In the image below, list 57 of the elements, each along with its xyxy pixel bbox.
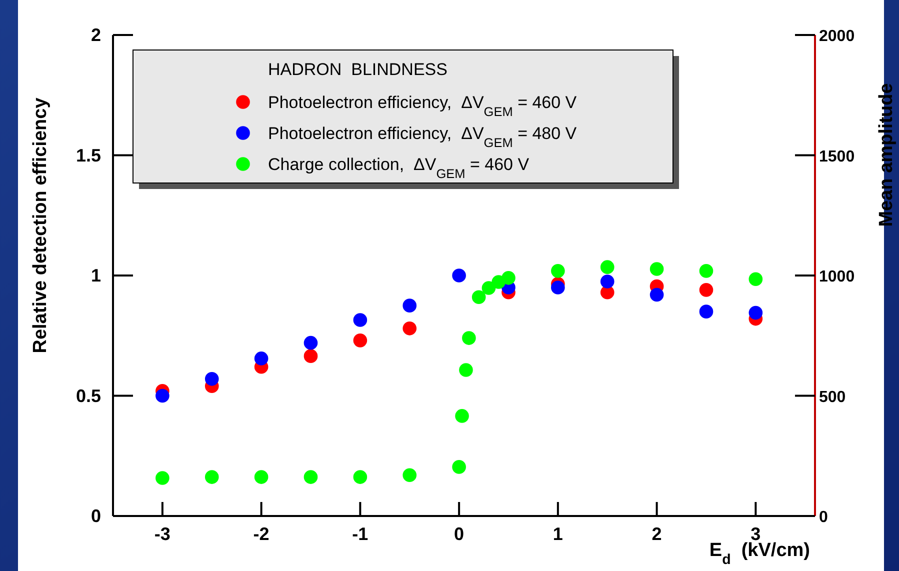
point	[600, 260, 614, 274]
point	[455, 409, 469, 423]
y-tick-label: 2	[90, 25, 101, 45]
point	[699, 304, 714, 318]
y2-axis-title: Mean amplitude	[876, 83, 897, 227]
x-tick-label: 1	[552, 524, 563, 544]
point	[254, 470, 268, 484]
y-tick-label: 0.5	[76, 386, 101, 406]
point	[462, 331, 476, 345]
y2-tick-label: 2000	[819, 28, 855, 45]
x-tick-label: -1	[352, 524, 368, 544]
point	[304, 349, 318, 363]
point	[353, 470, 368, 484]
y2-tick-label: 500	[819, 388, 846, 406]
y-axis-title: Relative detection efficiency	[30, 97, 51, 354]
point	[156, 471, 170, 485]
point	[482, 281, 496, 295]
point	[452, 460, 466, 474]
point	[600, 274, 614, 288]
x-tick-label: -2	[253, 524, 270, 544]
x-tick-label: 0	[454, 524, 464, 544]
x-tick-label: 2	[652, 524, 662, 544]
point	[551, 280, 565, 294]
point	[551, 264, 565, 278]
point	[699, 264, 714, 278]
point	[472, 290, 486, 304]
legend-title: HADRON BLINDNESS	[268, 60, 448, 79]
point	[353, 334, 368, 348]
point	[452, 268, 466, 282]
y2-tick-label: 0	[819, 509, 828, 526]
point	[204, 372, 219, 386]
point	[304, 470, 318, 484]
point	[650, 288, 664, 302]
point	[402, 322, 417, 336]
point	[650, 262, 664, 276]
x-tick-label: -3	[154, 524, 170, 544]
y2-tick-label: 1000	[819, 268, 855, 286]
point	[502, 271, 516, 285]
y2-tick-label: 1500	[819, 148, 855, 166]
point	[353, 313, 368, 327]
point	[204, 470, 219, 484]
legend-label: Charge collection, ΔV$_{GEM}$ = 460 V	[268, 155, 530, 180]
y-tick-label: 1	[90, 266, 101, 286]
point	[748, 306, 763, 320]
x-axis-title: E$_{d}$ (kV/cm)	[709, 540, 810, 568]
point	[402, 298, 417, 312]
point	[459, 363, 473, 377]
point	[254, 352, 268, 366]
y-tick-label: 1.5	[76, 145, 101, 166]
point	[699, 283, 714, 297]
point	[748, 272, 763, 286]
y-tick-label: 0	[90, 506, 101, 526]
point	[156, 388, 170, 403]
point	[304, 336, 318, 350]
point	[402, 468, 417, 482]
legend-label: Photoelectron efficiency, ΔV$_{GEM}$ = 480 V	[268, 124, 578, 150]
legend-label: Photoelectron efficiency, ΔV$_{GEM}$ = 460 V	[268, 93, 578, 118]
